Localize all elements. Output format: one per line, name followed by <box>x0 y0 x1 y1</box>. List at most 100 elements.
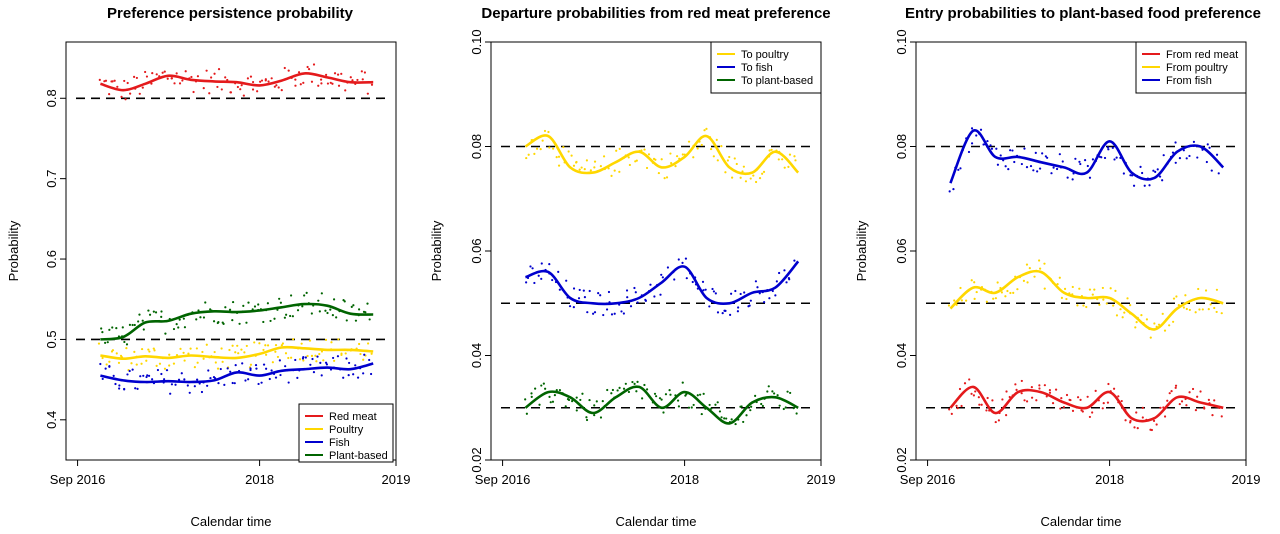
data-dot <box>175 72 178 75</box>
data-dot <box>1005 390 1008 393</box>
y-tick-label: 0.10 <box>469 29 484 54</box>
data-dot <box>306 65 309 69</box>
data-dot <box>247 301 250 304</box>
data-dot <box>1172 297 1176 300</box>
y-axis-label: Probability <box>429 220 444 281</box>
data-dot <box>986 396 989 400</box>
data-dot <box>265 367 268 370</box>
data-dot <box>645 388 649 391</box>
data-dot <box>300 342 303 345</box>
data-dot <box>276 355 280 359</box>
data-dot <box>1046 156 1049 159</box>
data-dot <box>548 146 551 149</box>
data-dot <box>1034 151 1037 154</box>
data-dot <box>675 155 679 158</box>
y-tick-label: 0.7 <box>44 170 59 188</box>
data-dot <box>676 399 680 402</box>
data-dot <box>562 145 565 149</box>
data-dot <box>766 390 769 393</box>
data-dot <box>303 294 306 297</box>
data-dot <box>786 390 789 393</box>
y-axis-label: Probability <box>6 220 21 281</box>
data-dot <box>1106 146 1110 149</box>
data-dot <box>1220 415 1223 418</box>
data-dot <box>299 83 302 86</box>
data-dot <box>316 355 319 358</box>
data-dot <box>1071 178 1074 181</box>
data-dot <box>743 291 746 294</box>
data-dot <box>1140 314 1143 317</box>
data-dot <box>1194 311 1197 314</box>
data-dot <box>145 75 149 78</box>
data-dot <box>264 344 267 347</box>
data-dot <box>548 395 551 398</box>
data-dot <box>268 377 271 381</box>
data-dot <box>166 77 169 80</box>
data-dot <box>1051 402 1055 405</box>
data-dot <box>106 341 109 344</box>
data-dot <box>349 76 352 79</box>
data-dot <box>972 394 975 397</box>
data-dot <box>572 164 576 167</box>
data-dot <box>258 342 261 345</box>
data-dot <box>266 302 269 305</box>
data-dot <box>114 382 117 386</box>
data-dot <box>1000 291 1003 294</box>
data-dot <box>99 362 102 366</box>
data-dot <box>541 139 544 142</box>
data-dot <box>138 313 141 316</box>
data-dot <box>1043 384 1046 387</box>
data-dot <box>636 380 639 383</box>
data-dot <box>1136 426 1139 430</box>
data-dot <box>1105 302 1108 305</box>
x-axis-label: Calendar time <box>191 514 272 529</box>
data-dot <box>712 290 716 293</box>
data-dot <box>133 323 136 327</box>
data-dot <box>754 180 758 184</box>
data-dot <box>634 291 637 294</box>
data-dot <box>701 280 705 283</box>
data-dot <box>767 385 770 388</box>
data-dot <box>104 341 107 344</box>
data-dot <box>1076 396 1080 399</box>
data-dot <box>125 343 129 346</box>
data-dot <box>322 359 325 362</box>
data-dot <box>690 406 693 409</box>
data-dot <box>542 382 545 385</box>
data-dot <box>620 310 623 313</box>
data-dot <box>627 390 631 394</box>
panel-entry: Entry probabilities to plant-based food … <box>850 0 1280 534</box>
data-dot <box>1143 184 1146 187</box>
data-dot <box>210 76 213 79</box>
data-dot <box>1188 154 1191 158</box>
data-dot <box>1209 303 1212 306</box>
series-line <box>524 134 800 176</box>
data-dot <box>147 374 151 377</box>
data-dot <box>742 165 745 168</box>
y-tick-label: 0.5 <box>44 330 59 348</box>
data-dot <box>331 82 334 85</box>
legend-label: To poultry <box>741 49 789 61</box>
data-dot <box>716 401 719 404</box>
data-dot <box>1149 336 1152 339</box>
data-dot <box>243 351 246 354</box>
data-dot <box>644 299 647 302</box>
y-tick-label: 0.8 <box>44 89 59 107</box>
data-dot <box>101 377 104 381</box>
data-dot <box>661 276 664 279</box>
data-dot <box>160 315 163 318</box>
data-dot <box>168 353 171 356</box>
data-dot <box>175 323 178 326</box>
data-dot <box>337 84 341 87</box>
data-dot <box>657 171 660 175</box>
data-dot <box>1129 304 1132 307</box>
data-dot <box>995 147 998 150</box>
data-dot <box>104 367 107 370</box>
data-dot <box>260 79 264 82</box>
data-dot <box>368 358 371 362</box>
data-dot <box>1112 387 1116 390</box>
data-dot <box>1207 398 1210 401</box>
data-dot <box>278 359 281 362</box>
data-dot <box>948 408 951 411</box>
data-dot <box>118 384 121 387</box>
